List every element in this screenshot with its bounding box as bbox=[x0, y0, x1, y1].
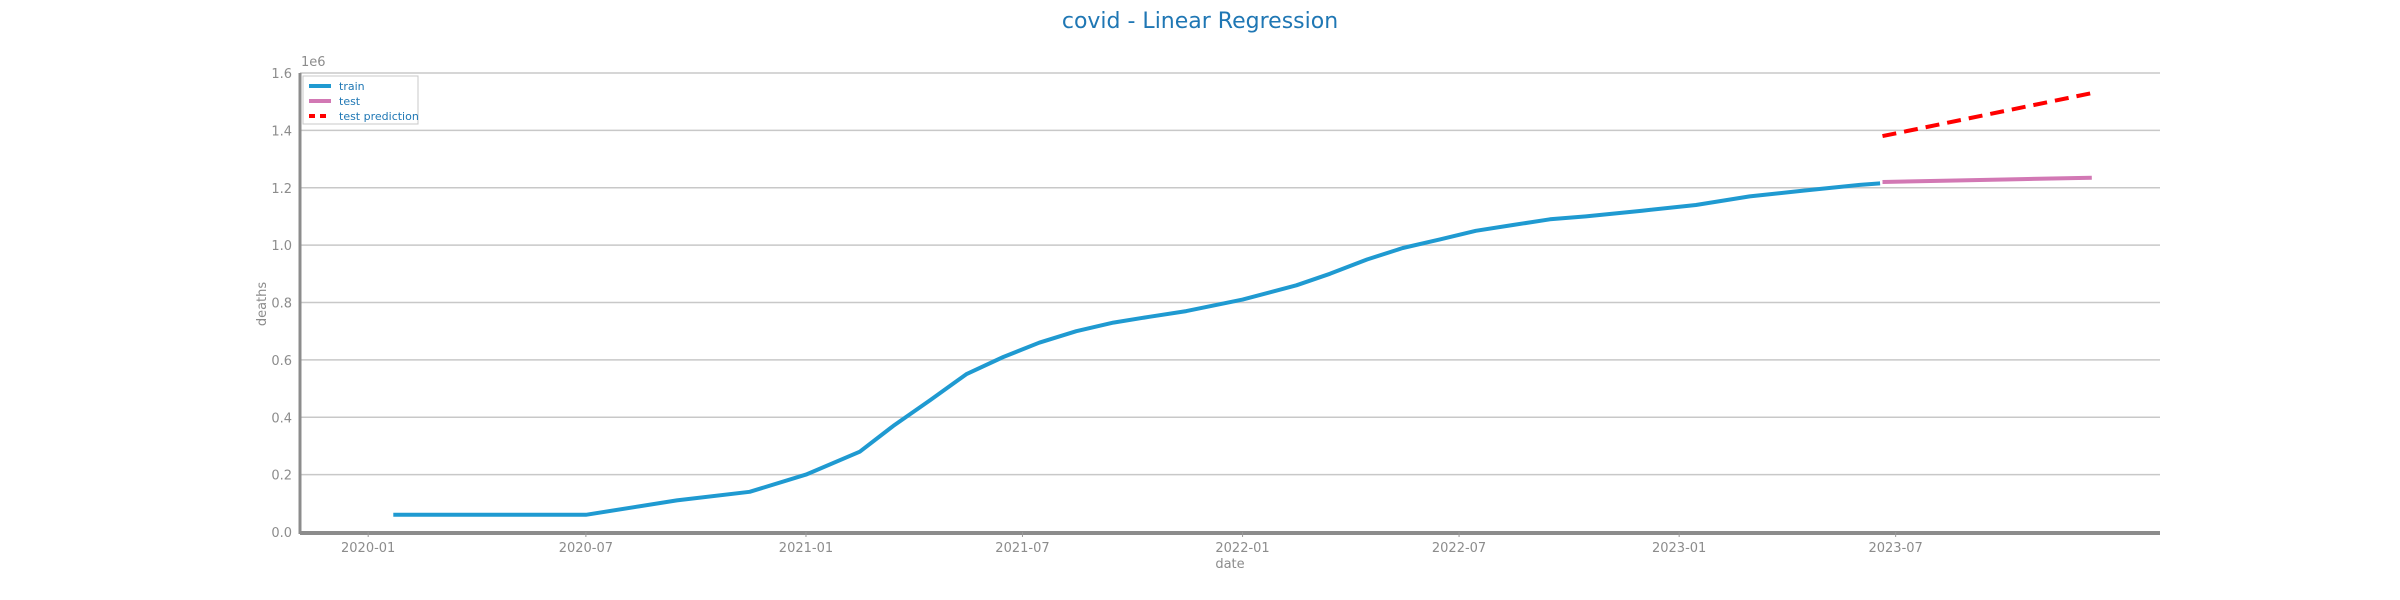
y-tick-label: 1.4 bbox=[271, 124, 292, 139]
y-axis-label: deaths bbox=[255, 282, 270, 327]
x-tick-labels: 2020-01 2020-07 2021-01 2021-07 2022-01 2022-… bbox=[341, 532, 1923, 556]
x-tick-label: 2023-07 bbox=[1868, 541, 1922, 556]
x-axis-label: date bbox=[1215, 557, 1244, 572]
x-tick-label: 2022-01 bbox=[1215, 541, 1269, 556]
x-tick-label: 2022-07 bbox=[1432, 541, 1486, 556]
y-tick-label: 0.0 bbox=[271, 526, 292, 541]
y-tick-label: 0.8 bbox=[271, 297, 292, 312]
x-tick-label: 2021-07 bbox=[995, 541, 1049, 556]
y-tick-label: 0.6 bbox=[271, 354, 292, 369]
x-tick-label: 2020-01 bbox=[341, 541, 395, 556]
y-tick-label: 1.6 bbox=[271, 67, 292, 82]
axes bbox=[298, 73, 2160, 535]
legend-label: test prediction bbox=[339, 110, 419, 123]
x-tick-label: 2021-01 bbox=[779, 541, 833, 556]
x-tick-label: 2020-07 bbox=[559, 541, 613, 556]
series-line-train bbox=[393, 181, 1881, 517]
y-tick-label: 1.2 bbox=[271, 182, 292, 197]
data-series bbox=[393, 91, 2093, 517]
series-line-test-prediction bbox=[1882, 91, 2093, 139]
y-tick-label: 1.0 bbox=[271, 239, 292, 254]
y-tick-labels: 0.0 0.2 0.4 0.6 0.8 1.0 1.2 1.4 1.6 bbox=[271, 67, 292, 541]
chart-title: covid - Linear Regression bbox=[1062, 9, 1338, 34]
y-tick-label: 0.4 bbox=[271, 411, 292, 426]
legend: train test test prediction bbox=[302, 75, 419, 125]
y-axis-offset-label: 1e6 bbox=[301, 55, 326, 70]
legend-label: train bbox=[339, 80, 365, 93]
legend-label: test bbox=[339, 95, 361, 108]
series-line-test bbox=[1882, 175, 2092, 184]
x-tick-label: 2023-01 bbox=[1652, 541, 1706, 556]
y-tick-label: 0.2 bbox=[271, 469, 292, 484]
